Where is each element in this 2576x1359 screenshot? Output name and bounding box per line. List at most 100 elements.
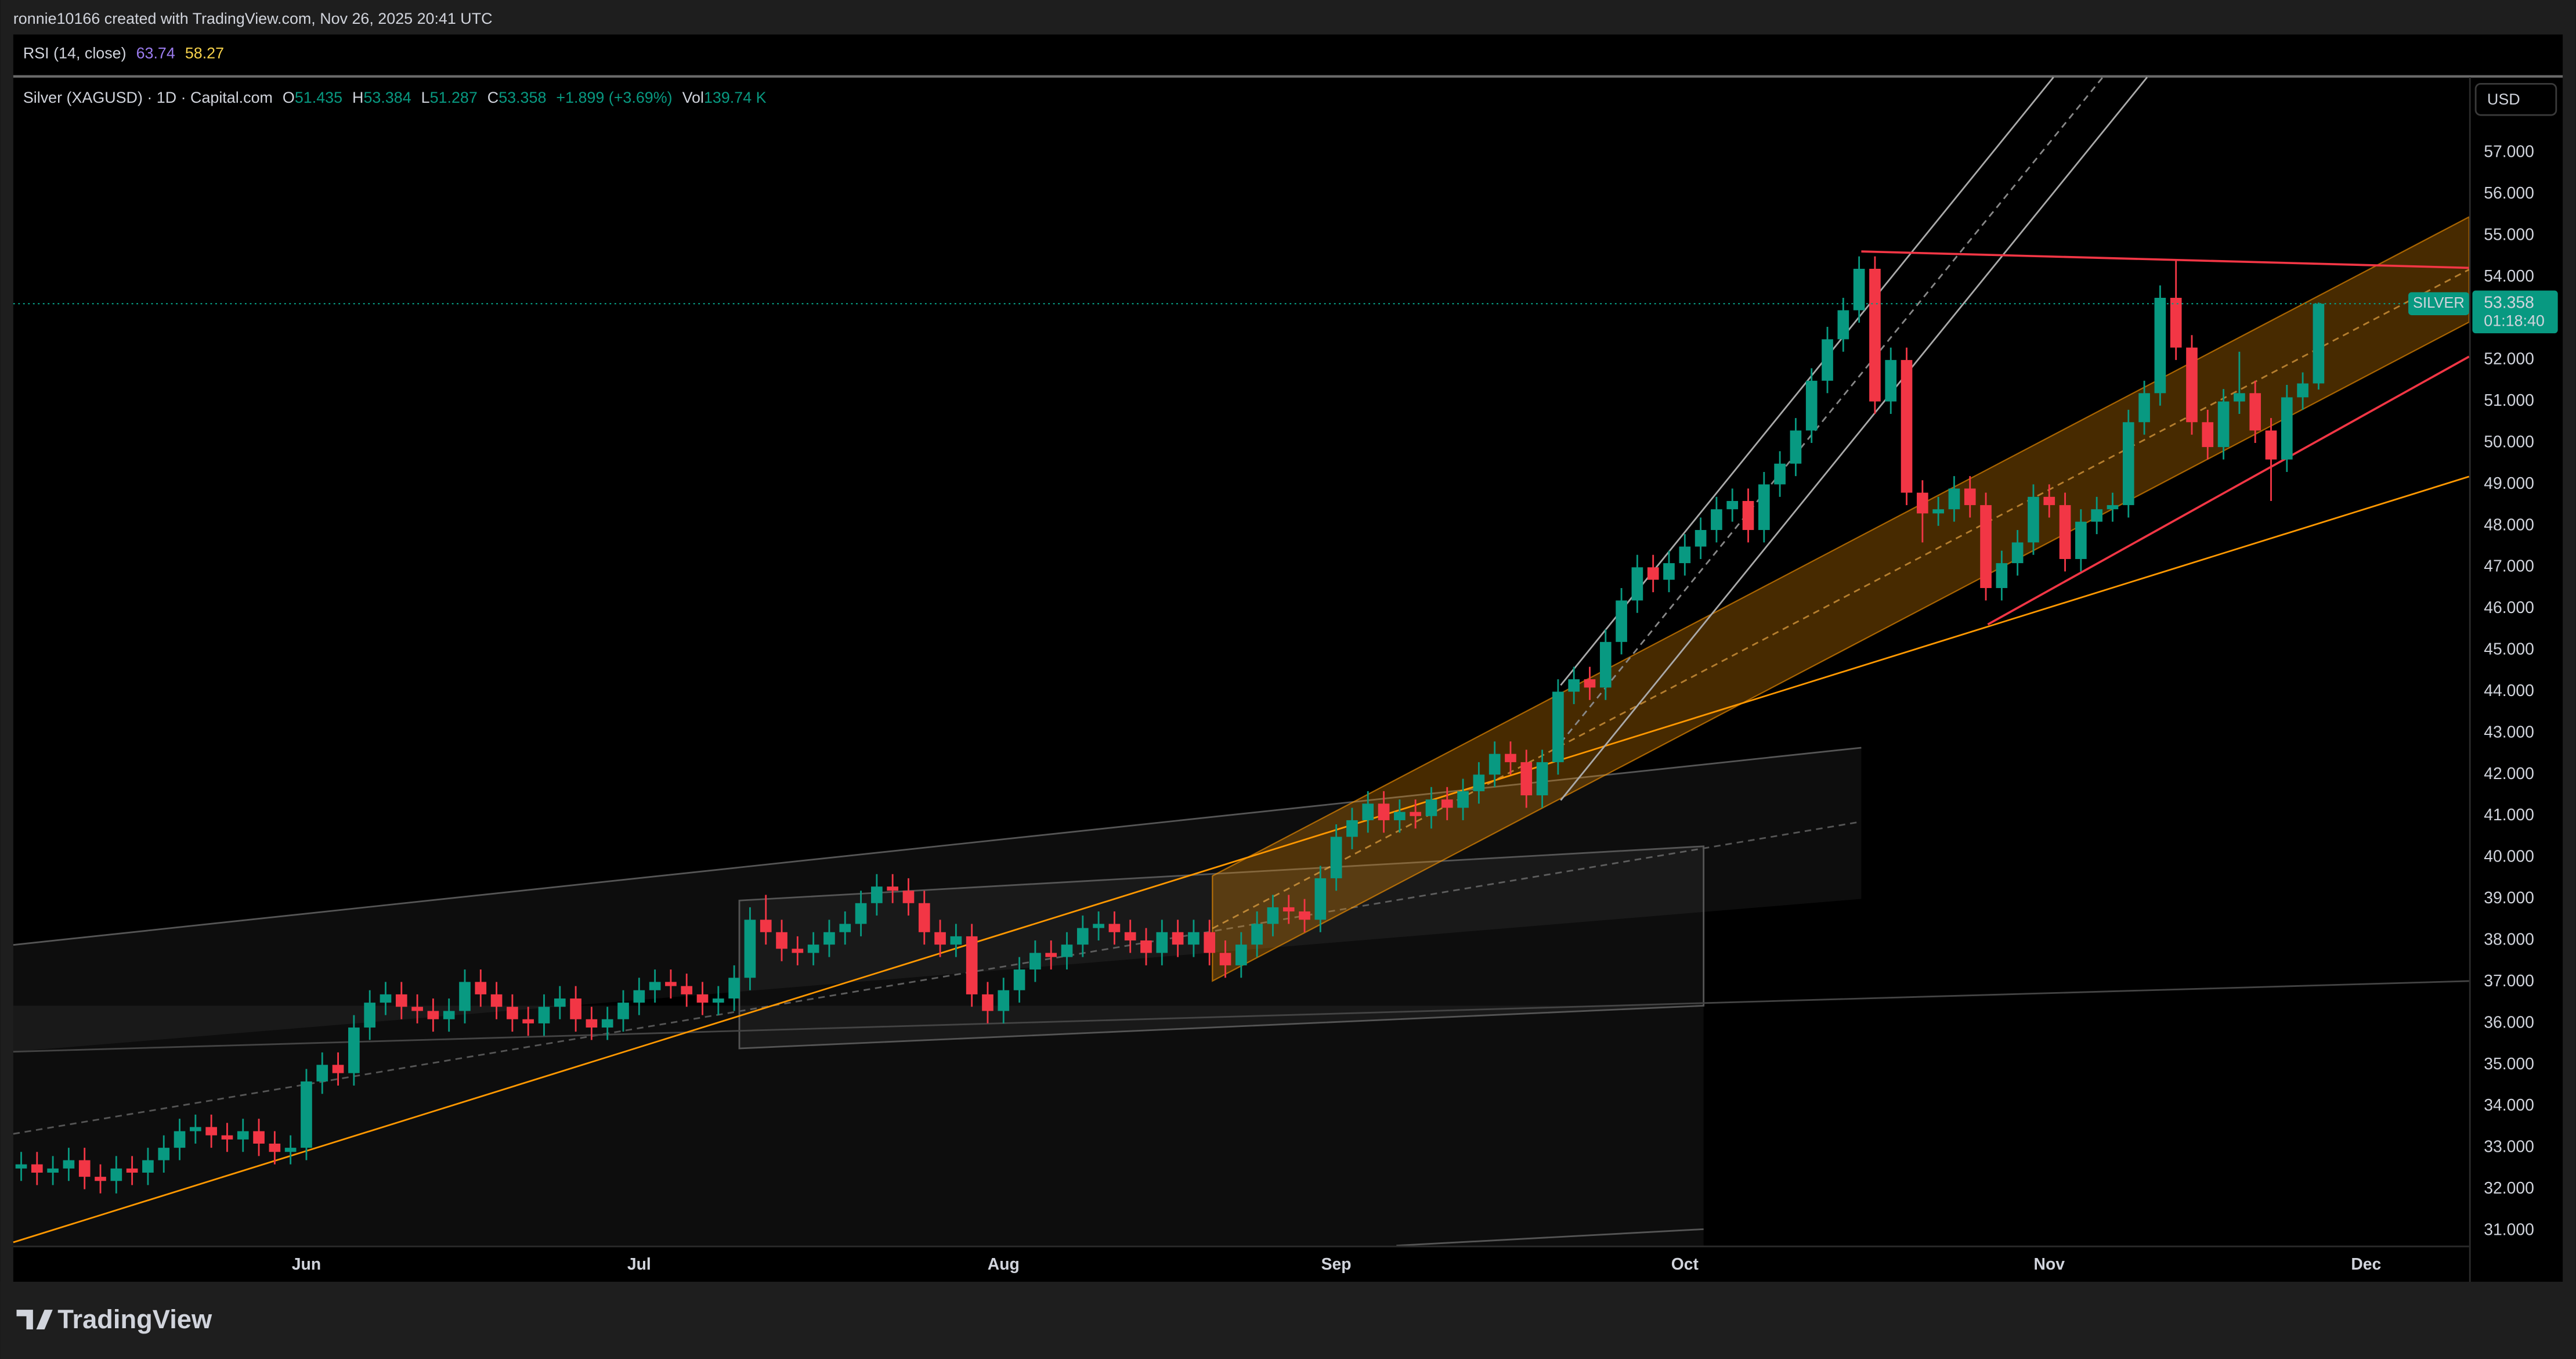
y-tick-label: 32.000 [2484,1178,2534,1197]
y-tick-label: 42.000 [2484,764,2534,783]
y-tick-label: 45.000 [2484,640,2534,658]
candle-body [95,1177,106,1181]
candle-body [2297,383,2308,398]
y-tick-label: 57.000 [2484,142,2534,160]
candle-body [1473,774,1485,791]
y-tick-label: 33.000 [2484,1137,2534,1156]
candle-body [728,978,740,999]
candle-body [1346,820,1358,837]
y-tick-label: 50.000 [2484,432,2534,450]
candle-body [364,1003,376,1028]
candle-body [696,994,709,1003]
candle-body [760,920,772,932]
candle-body [507,1007,518,1019]
candle-body [2011,542,2024,564]
y-tick-label: 56.000 [2484,183,2534,202]
candle-body [1251,924,1263,945]
attribution: ronnie10166 created with TradingView.com… [13,10,493,27]
symbol-badge [2408,292,2469,315]
candle-body [1410,812,1421,816]
rsi-value: 63.74 [136,45,175,62]
candle-body [1805,380,1818,431]
candle-body [1853,269,1865,311]
currency[interactable]: USD [2487,91,2520,108]
y-tick-label: 38.000 [2484,929,2534,948]
candle-body [1457,791,1469,808]
candle-body [1917,492,1928,514]
candle-body [63,1160,75,1169]
x-tick-label: Dec [2351,1255,2381,1273]
candle-body [1584,679,1596,688]
candle-body [2170,298,2182,348]
candle-body [1172,932,1184,945]
axes: 31.000 32.000 33.000 34.000 35.000 36.000 37.0… [13,77,2534,1282]
candle-body [237,1131,249,1140]
price-badge [2472,290,2558,334]
candle-body [1061,945,1073,957]
close-label: C [487,89,498,106]
symbol-badge-text: SILVER [2413,295,2465,311]
candle-body [2265,430,2277,460]
close-value: 53.358 [498,89,546,106]
y-tick-label: 37.000 [2484,971,2534,990]
candle-body [1996,563,2008,588]
candle-body [601,1019,613,1028]
footer [0,1281,2576,1359]
candle-body [2028,496,2039,543]
x-tick-label: Nov [2034,1255,2065,1273]
gray-trendline [1560,77,2148,801]
y-tick-label: 52.000 [2484,349,2534,368]
x-tick-label: Jun [292,1255,321,1273]
candle-body [2091,509,2102,522]
currency-button[interactable] [2474,82,2557,116]
candle-body [2313,304,2325,384]
y-tick-label: 34.000 [2484,1095,2534,1114]
candle-body [1188,932,1200,945]
candle-body [2107,505,2119,510]
price-badge-value: 53.358 [2484,293,2534,312]
candle-body [253,1131,265,1144]
candle-body [1885,360,1897,402]
candle-body [823,932,835,945]
candle-body [2202,422,2214,448]
y-tick-label: 35.000 [2484,1054,2534,1073]
candle-body [1314,878,1327,920]
candles [13,256,2469,1194]
candle-body [1076,928,1089,945]
candle-body [1124,932,1136,941]
candle-body [1045,953,1057,957]
x-tick-label: Sep [1321,1255,1352,1273]
gray-channel-2 [738,845,1705,1050]
candle-body [348,1028,360,1073]
y-tick-label: 36.000 [2484,1012,2534,1031]
channel-line [13,747,1862,946]
rsi-indicator: RSI (14, close) 63.74 58.27 [23,45,224,62]
candle-body [744,920,756,978]
candle-body [934,932,946,945]
candle-body [1108,924,1121,932]
candle-body [1647,567,1659,580]
symbol-legend: Silver (XAGUSD) · 1D · Capital.com O51.43… [23,89,767,106]
candle-body [1029,953,1041,970]
candle-body [1282,907,1295,912]
y-tick-label: 49.000 [2484,474,2534,492]
channel-line [13,980,2469,1053]
candle-body [902,891,915,903]
y-tick-label: 47.000 [2484,557,2534,575]
candle-body [982,994,993,1011]
candle-body [950,936,962,945]
candle-body [1362,803,1374,820]
candle-body [1758,484,1770,530]
candle-body [1599,641,1612,688]
candle-body [1013,969,1025,990]
orange-channel-mid [1212,268,2470,929]
open-label: O [283,89,295,106]
y-tick-label: 41.000 [2484,805,2534,824]
x-tick-label: Oct [1671,1255,1699,1273]
candle-body [1980,505,1992,588]
candle-body [871,886,883,903]
candle-body [586,1019,598,1028]
candle-body [1822,339,1833,381]
candle-body [316,1065,328,1082]
candle-body [713,998,724,1003]
